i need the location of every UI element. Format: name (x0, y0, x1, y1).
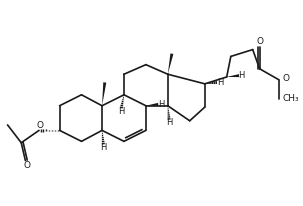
Polygon shape (146, 103, 158, 106)
Text: H: H (100, 143, 107, 152)
Text: H: H (166, 118, 172, 127)
Text: H: H (158, 100, 164, 109)
Text: O: O (36, 121, 43, 130)
Polygon shape (168, 53, 173, 74)
Text: H: H (118, 107, 125, 116)
Text: O: O (23, 161, 30, 170)
Polygon shape (227, 74, 239, 77)
Text: H: H (217, 78, 223, 87)
Text: CH₃: CH₃ (283, 94, 299, 103)
Polygon shape (102, 82, 106, 106)
Text: O: O (256, 37, 263, 46)
Text: H: H (238, 71, 245, 80)
Text: O: O (282, 74, 289, 83)
